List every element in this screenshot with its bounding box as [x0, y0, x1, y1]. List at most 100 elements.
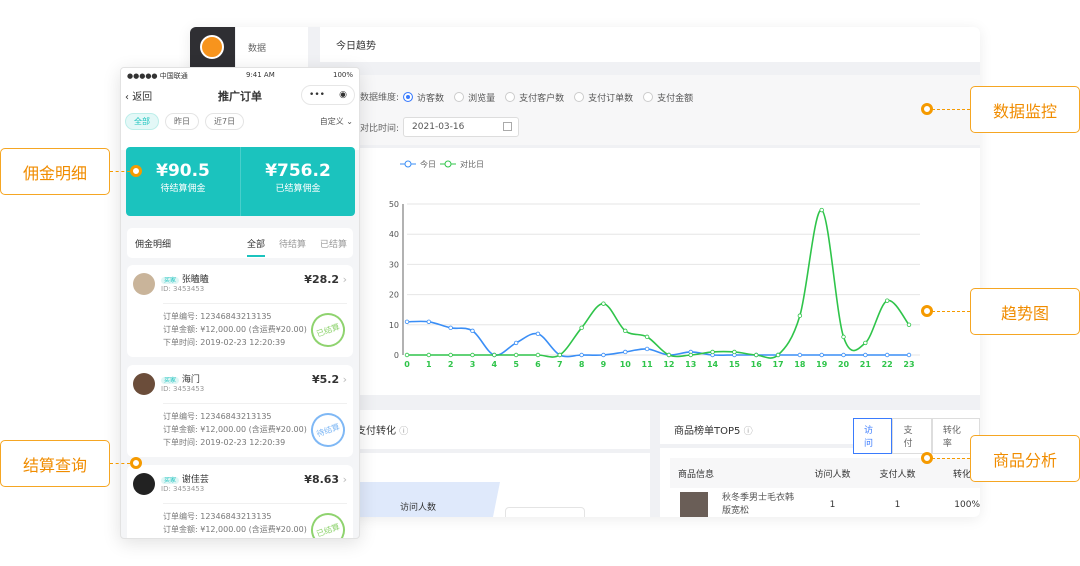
callout-product: 商品分析 [970, 435, 1080, 482]
order-card[interactable]: 买家 谢佳芸 ID: 3453453 ¥8.63 › 订单编号: 1234684… [127, 465, 353, 538]
header-visits: 访问人数 [814, 469, 851, 480]
compare-date-input[interactable]: 2021-03-16 [403, 117, 520, 137]
funnel-label: 访问人数 [400, 503, 437, 513]
tab-pending[interactable]: 待结算 [279, 240, 307, 250]
data-point [863, 352, 868, 358]
more-icon[interactable]: ••• [309, 90, 325, 100]
radio-icon[interactable] [574, 92, 585, 102]
radio-icon[interactable] [643, 92, 654, 102]
close-target-icon[interactable]: ◉ [339, 90, 347, 100]
data-point [601, 301, 606, 306]
pay-conversion-card: 支付转化 ⓘ 访问人数 [340, 410, 650, 517]
data-point [644, 346, 650, 352]
settled-amount: ¥756.2 [265, 161, 331, 181]
data-point [404, 352, 410, 358]
avatar [133, 373, 155, 395]
top5-title: 商品榜单TOP5 [674, 426, 741, 437]
pay-conversion-title: 支付转化 [356, 426, 396, 437]
top5-tab[interactable]: 访问 [853, 418, 893, 454]
data-point [448, 325, 453, 331]
data-point [535, 331, 541, 337]
data-point [535, 352, 541, 358]
header-rate: 转化率 [952, 469, 980, 480]
callout-monitor: 数据监控 [970, 86, 1080, 133]
x-tick-label: 21 [860, 360, 872, 369]
calendar-icon[interactable] [503, 122, 513, 131]
radio-dimension[interactable]: 支付金额 [643, 91, 693, 104]
help-icon[interactable]: ⓘ [743, 427, 753, 437]
data-point [470, 328, 475, 334]
back-button[interactable]: ‹ 返回 [125, 92, 153, 103]
detail-title: 佣金明细 [135, 240, 172, 250]
radio-icon[interactable] [403, 92, 414, 102]
x-tick-label: 2 [448, 360, 454, 369]
custom-label: 自定义 [319, 117, 344, 126]
custom-filter[interactable]: 自定义 ⌄ [319, 117, 353, 126]
top5-card: 商品榜单TOP5 ⓘ 访问 支付 转化率 商品信息 访问人数 支付人数 转化率 秋冬… [660, 410, 980, 517]
x-tick-label: 3 [470, 360, 476, 369]
status-time: 9:41 AM [245, 71, 275, 79]
radio-label: 支付订单数 [588, 93, 634, 104]
filter-chip[interactable]: 昨日 [165, 113, 199, 130]
x-tick-label: 6 [535, 360, 541, 369]
y-tick-label: 10 [389, 321, 399, 330]
marker-dot [921, 305, 933, 317]
avatar [133, 273, 155, 295]
filter-panel: 数据维度: 访客数 浏览量 支付客户数 支付订单数 支付金额 对比时间: 2021-03… [320, 75, 980, 145]
radio-dimension[interactable]: 支付订单数 [574, 91, 633, 104]
compare-date-value: 2021-03-16 [412, 122, 465, 132]
table-row[interactable]: 秋冬季男士毛衣韩版宽松 1 1 100% [670, 492, 980, 517]
x-tick-label: 5 [513, 360, 519, 369]
radio-dimension[interactable]: 支付客户数 [505, 91, 564, 104]
section-title: 今日趋势 [320, 27, 980, 62]
status-bar: ●●●●● 中国联通 9:41 AM 100% [121, 68, 359, 84]
callout-trend: 趋势图 [970, 288, 1080, 335]
radio-dimension[interactable]: 访客数 [403, 91, 444, 104]
data-point [797, 313, 803, 318]
order-time: 下单时间: 2019-02-23 12:20:39 [163, 338, 286, 347]
detail-header: 佣金明细 全部 待结算 已结算 [127, 228, 353, 258]
header-pays: 支付人数 [879, 469, 916, 480]
order-number: 订单编号: 12346843213135 [163, 312, 272, 321]
data-point [906, 352, 912, 358]
buyer-name: 谢佳芸 [181, 475, 209, 485]
order-amount: 订单金额: ¥12,000.00 (含运费¥20.00) [163, 425, 307, 434]
data-point [775, 352, 781, 358]
order-amount: 订单金额: ¥12,000.00 (含运费¥20.00) [163, 325, 307, 334]
product-name[interactable]: 秋冬季男士毛衣韩版宽松 [722, 493, 795, 516]
buyer-name: 张瞌瞌 [181, 275, 209, 285]
data-point [426, 319, 432, 324]
tab-settled[interactable]: 已结算 [320, 240, 348, 250]
marker-dot [130, 165, 142, 177]
pending-label: 待结算佣金 [160, 184, 206, 194]
buyer-id: ID: 3453453 [161, 285, 205, 293]
x-tick-label: 17 [772, 360, 783, 369]
series-line [406, 320, 909, 358]
callout-commission: 佣金明细 [0, 148, 110, 195]
data-point [644, 334, 650, 340]
radio-dimension[interactable]: 浏览量 [454, 91, 495, 104]
sidebar-item-data[interactable]: 数据 [236, 27, 308, 67]
help-icon[interactable]: ⓘ [399, 427, 409, 437]
legend-label: 今日 [420, 159, 436, 169]
order-card[interactable]: 买家 海门 ID: 3453453 ¥5.2 › 订单编号: 123468432… [127, 365, 353, 457]
rate-value: 100% [954, 500, 980, 510]
order-card[interactable]: 买家 张瞌瞌 ID: 3453453 ¥28.2 › 订单编号: 1234684… [127, 265, 353, 357]
x-tick-label: 13 [685, 360, 696, 369]
radio-icon[interactable] [454, 92, 465, 102]
filter-chip[interactable]: 全部 [125, 113, 159, 130]
data-point [884, 352, 890, 358]
data-point [666, 352, 672, 358]
tab-all[interactable]: 全部 [247, 237, 266, 257]
compare-label: 对比时间: [360, 123, 400, 134]
data-point [841, 334, 846, 340]
order-amount: 订单金额: ¥12,000.00 (含运费¥20.00) [163, 525, 307, 534]
radio-icon[interactable] [505, 92, 516, 102]
buyer-name: 海门 [181, 375, 200, 385]
settled-label: 已结算佣金 [275, 184, 321, 194]
capsule-menu[interactable]: ••• ◉ [301, 85, 355, 105]
data-point [404, 319, 410, 324]
commission-amount: ¥5.2 [311, 373, 340, 386]
filter-chip[interactable]: 近7日 [205, 113, 245, 130]
top5-tab[interactable]: 支付 [892, 418, 932, 454]
